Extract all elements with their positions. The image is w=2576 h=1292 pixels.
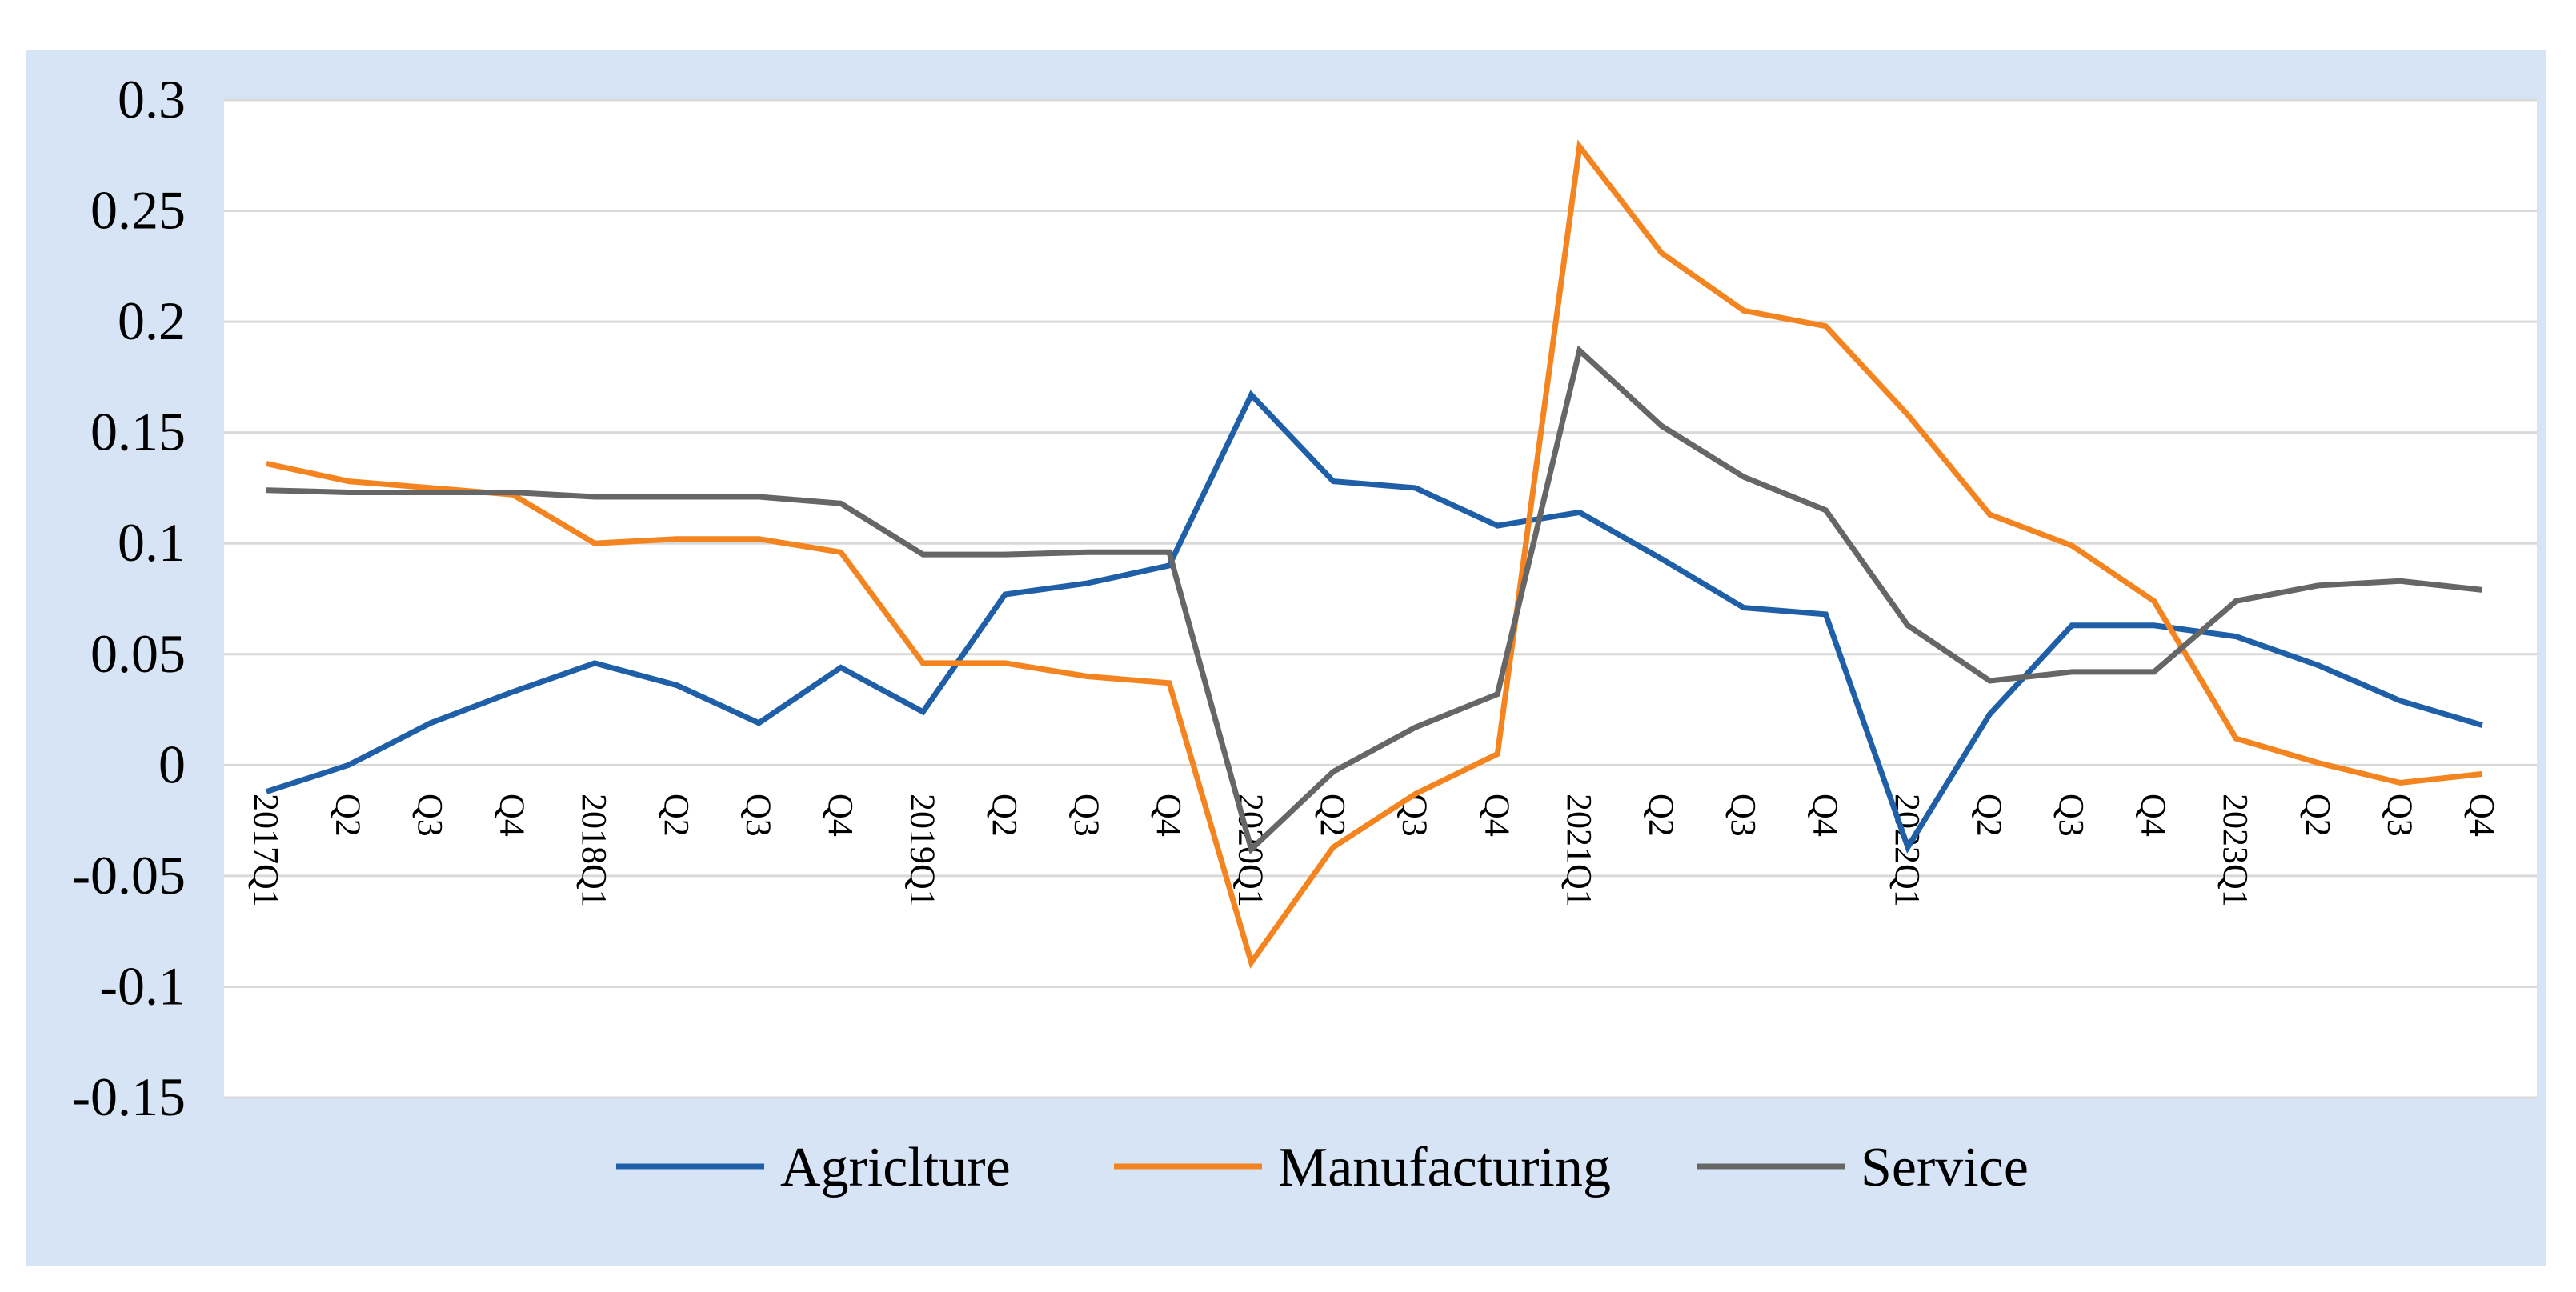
x-tick-label: Q2	[1313, 794, 1352, 837]
x-tick-label: Q4	[821, 794, 860, 837]
x-tick-label: 2021Q1	[1560, 794, 1599, 907]
y-tick-label: -0.05	[72, 845, 186, 906]
legend: Agriclture Manufacturing Service	[616, 1137, 2029, 1198]
legend-label: Manufacturing	[1278, 1137, 1611, 1198]
x-tick-label: 2018Q1	[575, 794, 614, 907]
x-tick-label: Q3	[1724, 794, 1763, 837]
grid-lines	[224, 98, 2537, 1099]
x-tick-label: 2023Q1	[2216, 794, 2255, 907]
y-tick-label: 0.1	[118, 512, 186, 573]
plot-area	[224, 100, 2537, 1098]
x-tick-label: Q3	[411, 794, 450, 837]
x-tick-label: Q2	[329, 794, 368, 837]
y-axis-tick-labels: 0.3 0.25 0.2 0.15 0.1 0.05 0 -0.05 -0.1 -0.15	[72, 69, 186, 1127]
x-tick-label: Q4	[1805, 794, 1845, 837]
x-tick-label: Q2	[985, 794, 1024, 837]
x-tick-label: Q3	[2052, 794, 2091, 837]
series-line-service	[266, 345, 2483, 855]
y-tick-label: 0.2	[118, 290, 186, 351]
x-tick-label: 2017Q1	[246, 794, 286, 907]
x-tick-label: Q4	[493, 794, 532, 837]
x-tick-label: Q4	[1477, 794, 1516, 837]
series-lines	[265, 139, 2483, 969]
y-tick-label: 0.05	[90, 623, 186, 684]
x-tick-label: Q3	[1068, 794, 1107, 837]
x-tick-label: Q4	[2462, 794, 2502, 837]
y-tick-label: 0	[158, 734, 186, 794]
x-tick-label: Q2	[1970, 794, 2009, 837]
x-tick-label: Q3	[2380, 794, 2419, 837]
legend-label: Service	[1861, 1137, 2029, 1198]
x-tick-label: Q4	[2134, 794, 2173, 837]
y-tick-label: -0.1	[99, 955, 186, 1016]
y-tick-label: 0.25	[90, 180, 186, 241]
x-tick-label: Q2	[657, 794, 696, 837]
series-line-agriclture	[265, 390, 2483, 854]
x-tick-label: 2019Q1	[903, 794, 942, 907]
x-tick-label: Q3	[739, 794, 778, 837]
y-tick-label: 0.15	[90, 402, 186, 462]
x-tick-label: Q4	[1149, 794, 1188, 837]
y-tick-label: -0.15	[72, 1066, 186, 1127]
x-tick-label: Q2	[2298, 794, 2338, 837]
y-tick-label: 0.3	[118, 69, 186, 130]
legend-label: Agriclture	[780, 1137, 1011, 1198]
x-tick-label: Q2	[1641, 794, 1681, 837]
series-line-manufacturing	[266, 139, 2483, 969]
